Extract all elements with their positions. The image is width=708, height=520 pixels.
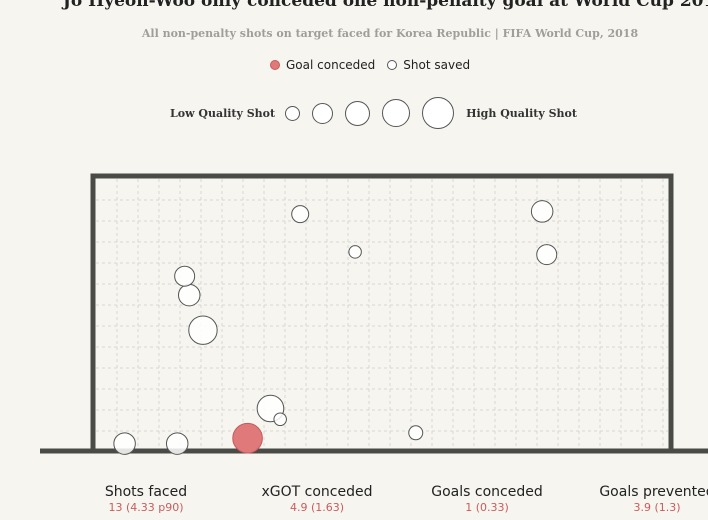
shot-quality-legend: Low Quality Shot High Quality Shot	[170, 96, 577, 130]
stat-value: 4.9 (1.63)	[289, 501, 345, 514]
shot-saved-point	[177, 283, 201, 307]
quality-size-2	[312, 102, 334, 124]
stat-xgot-conceded: xGOT conceded 4.9 (1.63)	[247, 484, 387, 515]
high-quality-label: High Quality Shot	[466, 106, 577, 120]
chart-subtitle: All non-penalty shots on target faced fo…	[141, 27, 639, 40]
low-quality-label: Low Quality Shot	[170, 106, 276, 120]
shots	[113, 200, 558, 455]
goal-conceded-label: Goal conceded	[286, 58, 376, 72]
stat-goals-prevented: Goals prevented 3.9 (1.3)	[584, 484, 708, 515]
shot-saved-point	[188, 315, 218, 345]
goal-conceded-marker	[270, 60, 280, 70]
stat-value: 13 (4.33 p90)	[108, 501, 184, 514]
stats-row: Shots faced 13 (4.33 p90) xGOT conceded …	[0, 484, 708, 520]
shot-saved-point	[165, 432, 189, 455]
stat-shots-faced: Shots faced 13 (4.33 p90)	[86, 484, 206, 515]
shot-saved-point	[530, 200, 554, 223]
shot-saved-point	[536, 244, 558, 266]
stat-value: 3.9 (1.3)	[633, 501, 681, 514]
stat-value: 1 (0.33)	[465, 501, 509, 514]
goal-frame-chart	[40, 173, 708, 455]
stat-goals-conceded: Goals conceded 1 (0.33)	[417, 484, 557, 515]
shot-saved-marker	[387, 60, 398, 70]
stat-label: xGOT conceded	[261, 484, 373, 500]
grid	[96, 179, 668, 449]
goal-conceded-point	[232, 422, 263, 454]
shot-saved-point	[408, 425, 424, 441]
quality-size-3	[345, 100, 371, 126]
chart-title: Jo Hyeon-Woo only conceded one non-penal…	[62, 0, 708, 11]
stat-label: Goals conceded	[431, 484, 543, 500]
quality-size-1	[285, 105, 301, 121]
quality-size-5	[422, 97, 455, 129]
legend: Goal conceded Shot saved	[270, 56, 470, 74]
shot-saved-point	[174, 265, 196, 287]
quality-size-4	[382, 99, 411, 127]
stat-label: Goals prevented	[599, 484, 708, 500]
shot-saved-label: Shot saved	[403, 58, 471, 72]
shot-saved-point	[273, 412, 287, 427]
stat-label: Shots faced	[104, 484, 188, 500]
shot-saved-point	[113, 432, 136, 455]
shot-saved-point	[291, 205, 310, 224]
shot-saved-point	[348, 245, 362, 259]
